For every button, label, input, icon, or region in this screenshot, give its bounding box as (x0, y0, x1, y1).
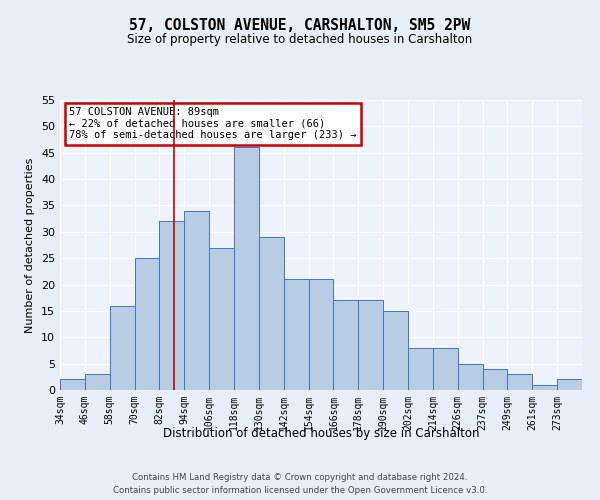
Bar (358, 300, 383, 390)
Bar (334, 300, 358, 390)
Text: Size of property relative to detached houses in Carshalton: Size of property relative to detached ho… (127, 32, 473, 46)
Bar (308, 280, 334, 390)
Text: 57 COLSTON AVENUE: 89sqm
← 22% of detached houses are smaller (66)
78% of semi-d: 57 COLSTON AVENUE: 89sqm ← 22% of detach… (69, 108, 356, 140)
Bar (458, 364, 482, 390)
Bar (234, 148, 259, 390)
Bar (134, 258, 160, 390)
Bar (532, 384, 557, 390)
Bar (60, 380, 85, 390)
Bar (85, 374, 110, 390)
Bar (408, 348, 433, 390)
Bar (433, 348, 458, 390)
Bar (482, 369, 508, 390)
Bar (508, 374, 532, 390)
Y-axis label: Number of detached properties: Number of detached properties (25, 158, 35, 332)
Bar (160, 222, 184, 390)
Bar (184, 210, 209, 390)
Text: 57, COLSTON AVENUE, CARSHALTON, SM5 2PW: 57, COLSTON AVENUE, CARSHALTON, SM5 2PW (130, 18, 470, 32)
Text: Contains HM Land Registry data © Crown copyright and database right 2024.: Contains HM Land Registry data © Crown c… (132, 472, 468, 482)
Bar (110, 306, 134, 390)
Bar (284, 280, 308, 390)
Bar (383, 311, 408, 390)
Bar (209, 248, 234, 390)
Bar (557, 380, 582, 390)
Text: Distribution of detached houses by size in Carshalton: Distribution of detached houses by size … (163, 428, 479, 440)
Text: Contains public sector information licensed under the Open Government Licence v3: Contains public sector information licen… (113, 486, 487, 495)
Bar (259, 237, 284, 390)
